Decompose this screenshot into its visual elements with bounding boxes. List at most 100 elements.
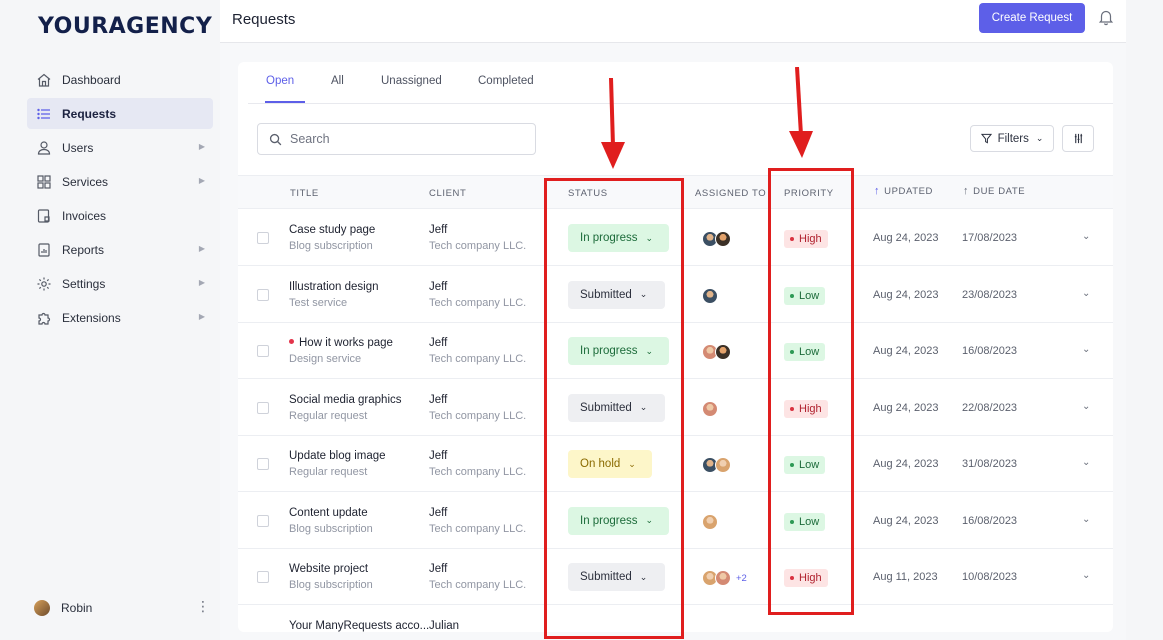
- sidebar-item-label: Dashboard: [62, 72, 121, 87]
- request-title[interactable]: Website project: [289, 563, 368, 575]
- sidebar-item-settings[interactable]: Settings ▶: [27, 268, 213, 299]
- status-label: Submitted: [580, 571, 632, 583]
- priority-label: Low: [799, 515, 820, 528]
- assignees[interactable]: [702, 457, 731, 473]
- filters-label: Filters: [997, 132, 1029, 145]
- table-row[interactable]: Social media graphics Regular request Je…: [238, 380, 1113, 436]
- row-checkbox[interactable]: [257, 288, 269, 301]
- table-row[interactable]: Illustration design Test service Jeff Te…: [238, 267, 1113, 323]
- expand-row-chevron-icon[interactable]: ⌄: [1082, 457, 1091, 468]
- table-row[interactable]: How it works page Design service Jeff Te…: [238, 323, 1113, 379]
- priority-arrow-icon: [789, 67, 813, 158]
- sidebar-item-services[interactable]: Services ▶: [27, 166, 213, 197]
- table-row[interactable]: Update blog image Regular request Jeff T…: [238, 436, 1113, 492]
- app-logo[interactable]: YOURAGENCY: [38, 14, 213, 39]
- request-title-text: Case study page: [289, 224, 376, 236]
- client-company: Tech company LLC.: [429, 409, 527, 422]
- row-checkbox[interactable]: [257, 514, 269, 527]
- unread-dot: [289, 339, 294, 344]
- assignees[interactable]: [702, 287, 718, 304]
- assignees[interactable]: [702, 513, 718, 530]
- sidebar-item-invoices[interactable]: Invoices: [27, 200, 213, 231]
- sidebar-item-dashboard[interactable]: Dashboard: [27, 64, 213, 95]
- request-service: Blog subscription: [289, 522, 373, 535]
- updated-date: Aug 24, 2023: [873, 514, 939, 527]
- column-header-assigned[interactable]: ASSIGNED TO: [695, 188, 767, 199]
- status-dropdown[interactable]: Submitted ⌄: [568, 563, 665, 591]
- sidebar-item-reports[interactable]: Reports ▶: [27, 234, 213, 265]
- updated-date: Aug 24, 2023: [873, 288, 939, 301]
- client-name: Jeff: [429, 224, 448, 236]
- request-title[interactable]: Case study page: [289, 224, 375, 236]
- expand-row-chevron-icon[interactable]: ⌄: [1082, 513, 1091, 525]
- column-header-status[interactable]: STATUS: [568, 188, 608, 199]
- chevron-down-icon: ⌄: [639, 402, 648, 412]
- bell-icon[interactable]: [1097, 8, 1115, 26]
- row-checkbox[interactable]: [257, 458, 269, 470]
- request-title-text: How it works page: [299, 337, 393, 349]
- row-checkbox[interactable]: [257, 401, 269, 414]
- table-row[interactable]: Case study page Blog subscription Jeff T…: [238, 210, 1113, 266]
- sidebar-item-label: Settings: [62, 276, 106, 291]
- request-title[interactable]: Social media graphics: [289, 394, 402, 406]
- tab-completed[interactable]: Completed: [478, 75, 534, 87]
- assignees[interactable]: [702, 344, 731, 360]
- search-input[interactable]: [290, 132, 520, 146]
- submenu-caret-icon: ▶: [198, 312, 205, 321]
- updated-date: Aug 11, 2023: [873, 571, 938, 583]
- expand-row-chevron-icon[interactable]: ⌄: [1082, 287, 1091, 299]
- row-checkbox[interactable]: [257, 232, 269, 244]
- assignee-avatar: [715, 457, 731, 473]
- top-bar: Requests Create Request: [220, 0, 1126, 43]
- sidebar-item-users[interactable]: Users ▶: [27, 132, 213, 163]
- table-row[interactable]: Your ManyRequests acco... Julian: [238, 606, 1113, 633]
- assignees[interactable]: [702, 231, 731, 247]
- request-title[interactable]: Update blog image: [289, 450, 386, 462]
- status-label: Submitted: [580, 401, 632, 414]
- column-header-client[interactable]: CLIENT: [429, 188, 467, 199]
- sidebar-item-extensions[interactable]: Extensions ▶: [27, 302, 213, 333]
- assignees[interactable]: [702, 400, 718, 417]
- column-header-priority[interactable]: PRIORITY: [784, 188, 834, 199]
- create-request-button[interactable]: Create Request: [979, 3, 1085, 33]
- status-dropdown[interactable]: Submitted ⌄: [568, 393, 665, 422]
- row-checkbox[interactable]: [257, 345, 269, 357]
- request-title[interactable]: Illustration design: [289, 281, 379, 293]
- request-title[interactable]: Your ManyRequests acco...: [289, 619, 430, 632]
- column-settings-button[interactable]: [1062, 125, 1094, 152]
- request-service: Test service: [289, 296, 348, 309]
- current-user[interactable]: Robin ⋮: [34, 597, 214, 619]
- column-header-due[interactable]: ↑ DUE DATE: [963, 185, 1025, 197]
- list-icon: [35, 105, 52, 122]
- request-title[interactable]: Content update: [289, 507, 368, 519]
- column-header-updated[interactable]: ↑ UPDATED: [874, 185, 933, 197]
- expand-row-chevron-icon[interactable]: ⌄: [1082, 570, 1091, 581]
- status-dropdown[interactable]: In progress ⌄: [568, 337, 669, 365]
- tab-all[interactable]: All: [331, 75, 344, 87]
- expand-row-chevron-icon[interactable]: ⌄: [1082, 400, 1091, 412]
- expand-row-chevron-icon[interactable]: ⌄: [1082, 231, 1091, 242]
- search-box[interactable]: [257, 123, 536, 155]
- priority-badge: Low: [784, 456, 826, 474]
- status-dropdown[interactable]: In progress ⌄: [568, 506, 669, 535]
- row-checkbox[interactable]: [257, 571, 269, 583]
- assignee-avatar: [715, 231, 731, 247]
- due-date: 10/08/2023: [962, 571, 1018, 583]
- chevron-down-icon: ⌄: [1035, 133, 1044, 143]
- status-dropdown[interactable]: Submitted ⌄: [568, 280, 665, 309]
- table-row[interactable]: Website project Blog subscription Jeff T…: [238, 549, 1113, 605]
- column-header-title[interactable]: TITLE: [290, 188, 319, 199]
- table-row[interactable]: Content update Blog subscription Jeff Te…: [238, 493, 1113, 549]
- more-vertical-icon[interactable]: ⋮: [196, 598, 210, 614]
- status-dropdown[interactable]: In progress ⌄: [568, 224, 669, 252]
- priority-label: Low: [799, 289, 820, 302]
- sidebar-item-requests[interactable]: Requests: [27, 98, 213, 129]
- tab-open[interactable]: Open: [266, 75, 295, 87]
- tab-unassigned[interactable]: Unassigned: [381, 75, 442, 87]
- status-dropdown[interactable]: On hold ⌄: [568, 450, 652, 478]
- assignees[interactable]: +2: [702, 570, 747, 586]
- sort-arrow-up-icon: ↑: [963, 185, 970, 197]
- filters-button[interactable]: Filters ⌄: [970, 125, 1054, 152]
- expand-row-chevron-icon[interactable]: ⌄: [1082, 344, 1091, 355]
- request-title[interactable]: How it works page: [289, 337, 393, 349]
